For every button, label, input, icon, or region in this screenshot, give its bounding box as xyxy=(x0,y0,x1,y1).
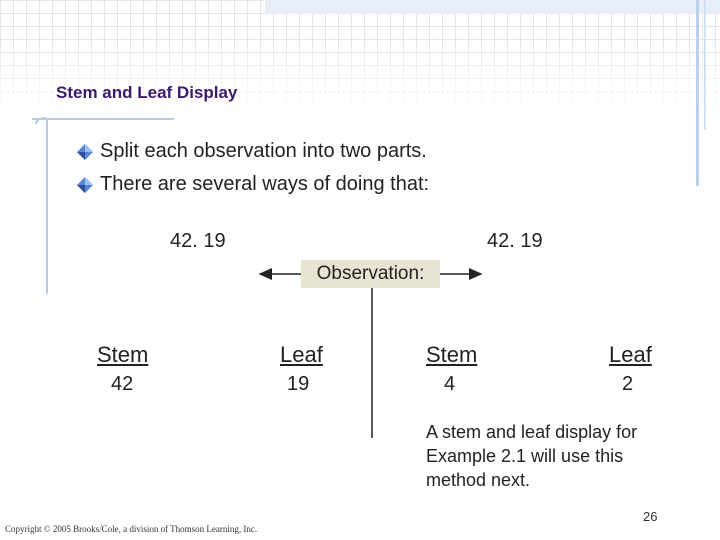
leaf-label-left: Leaf xyxy=(280,342,323,367)
stem-value-left: 42 xyxy=(111,373,134,395)
stem-label-right: Stem xyxy=(426,342,478,367)
observation-label: Observation: xyxy=(301,260,440,288)
example-number-right: 42. 19 xyxy=(487,230,543,252)
bullet-item: Split each observation into two parts. xyxy=(76,140,427,163)
decorative-rule xyxy=(696,0,699,186)
bullet-text: There are several ways of doing that: xyxy=(100,173,430,195)
leaf-value-right: 2 xyxy=(622,373,634,395)
example-number-left: 42. 19 xyxy=(170,230,226,252)
stem-label-left: Stem xyxy=(97,342,149,367)
bullet-item: There are several ways of doing that: xyxy=(76,173,429,196)
title-underline xyxy=(32,118,174,120)
method-note: A stem and leaf display for Example 2.1 … xyxy=(426,422,638,490)
copyright-footer: Copyright © 2005 Brooks/Cole, a division… xyxy=(5,524,258,534)
bullet-text: Split each observation into two parts. xyxy=(100,140,427,162)
slide-title: Stem and Leaf Display xyxy=(56,83,238,102)
corner-ornament-icon xyxy=(35,117,47,125)
decorative-rule xyxy=(704,0,706,130)
diamond-bullet-icon xyxy=(77,143,93,160)
left-rule xyxy=(46,118,48,294)
grid-fade xyxy=(0,40,720,115)
header-band xyxy=(265,0,720,14)
page-number: 26 xyxy=(643,509,658,524)
diamond-bullet-icon xyxy=(77,176,93,193)
stem-value-right: 4 xyxy=(444,373,456,395)
leaf-label-right: Leaf xyxy=(609,342,652,367)
leaf-value-left: 19 xyxy=(287,373,310,395)
